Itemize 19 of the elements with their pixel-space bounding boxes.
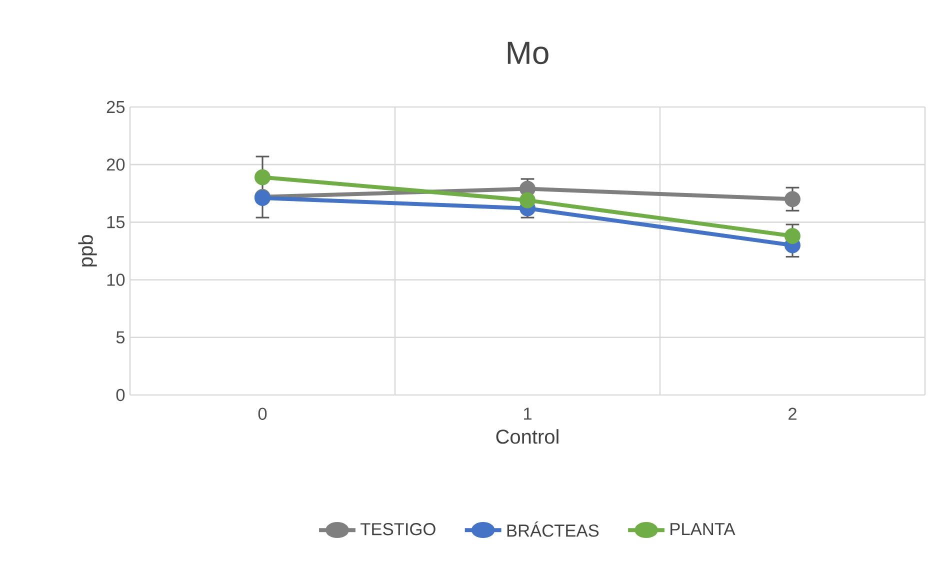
- point: [520, 192, 536, 208]
- point: [784, 191, 800, 208]
- y-tick-label: 0: [116, 388, 125, 402]
- x-tick-label: 0: [258, 408, 267, 420]
- x-tick-label: 2: [788, 408, 796, 420]
- y-axis-title: ppb: [78, 235, 97, 266]
- y-tick-label: 15: [107, 216, 125, 228]
- legend-label: BRÁCTEAS: [507, 522, 599, 537]
- x-tick-label: 1: [524, 408, 532, 420]
- y-tick-label: 10: [107, 274, 125, 286]
- y-tick-label: 20: [106, 158, 125, 171]
- y-tick-label: 25: [106, 100, 125, 114]
- legend-label: PLANTA: [670, 523, 736, 536]
- y-tick-label: 5: [116, 331, 125, 344]
- point: [254, 169, 271, 186]
- chart-title: Mo: [508, 42, 548, 64]
- point: [784, 228, 800, 244]
- x-axis-title: Control: [496, 429, 558, 444]
- legend-label: TESTIGO: [360, 523, 436, 536]
